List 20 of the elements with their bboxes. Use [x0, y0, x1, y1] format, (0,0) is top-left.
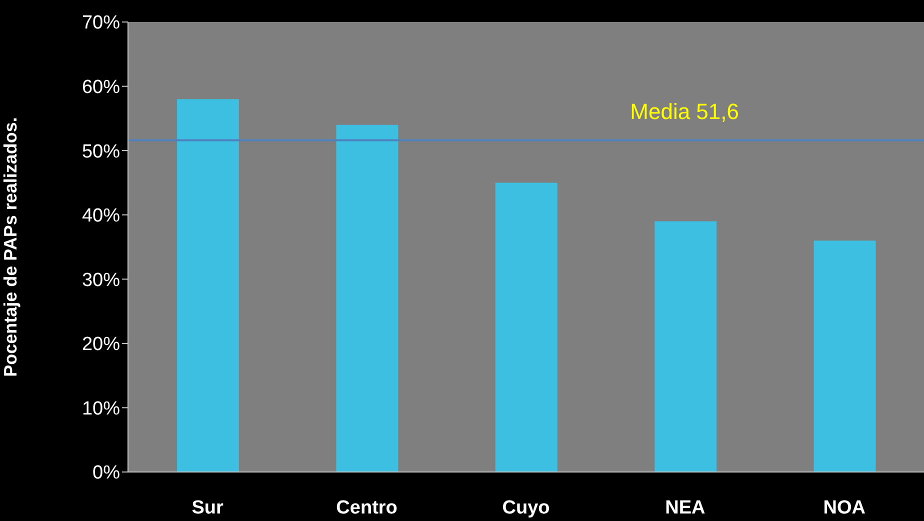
x-tick-label: Cuyo: [502, 497, 550, 518]
bar: [654, 221, 717, 472]
ref-line-label: Media 51,6: [630, 98, 739, 124]
y-tick-label: 50%: [82, 141, 120, 162]
y-tick-label: 70%: [82, 12, 120, 34]
bar: [495, 182, 558, 472]
x-tick-label: Sur: [192, 497, 224, 518]
y-tick-label: 0%: [92, 462, 120, 484]
bar: [177, 99, 239, 472]
bar: [814, 240, 876, 472]
y-tick-label: 60%: [82, 77, 120, 98]
x-tick-label: NEA: [665, 497, 706, 518]
y-tick-label: 20%: [82, 334, 120, 356]
x-tick-label: Centro: [336, 497, 398, 518]
x-tick-label: NOA: [823, 497, 866, 518]
y-tick-label: 40%: [82, 206, 120, 227]
bar: [336, 124, 398, 472]
y-tick-label: 10%: [82, 398, 120, 420]
y-axis-title: Pocentaje de PAPs realizados.: [0, 117, 20, 377]
y-tick-label: 30%: [82, 270, 120, 291]
